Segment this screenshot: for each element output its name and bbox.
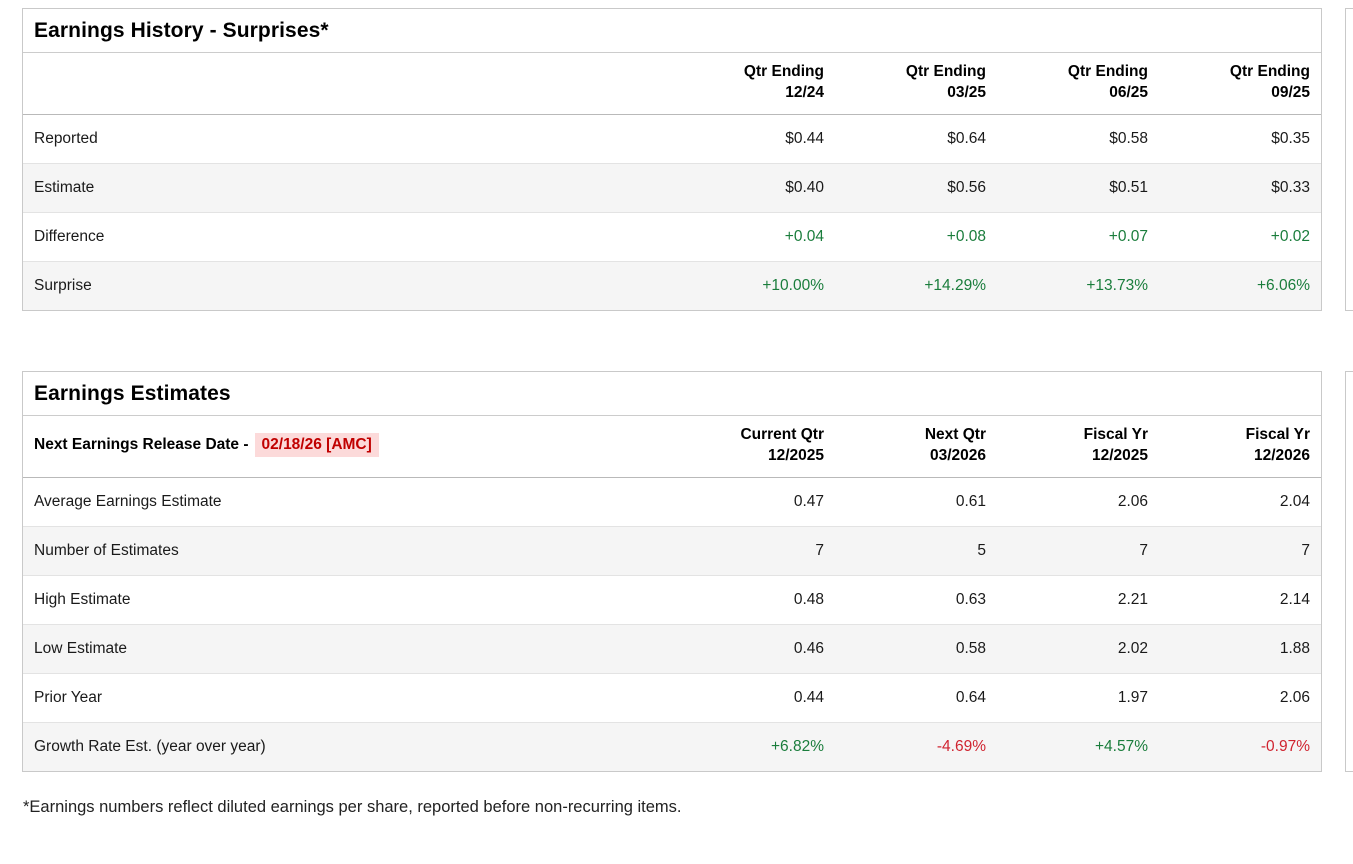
cell-value: 7 [815, 541, 824, 559]
table-row: Reported $0.44 $0.64 $0.58 $0.35 [23, 114, 1321, 163]
row-label: Difference [34, 227, 105, 245]
cell-value: $0.44 [785, 129, 824, 147]
table-row: Average Earnings Estimate 0.47 0.61 2.06 2.0… [23, 477, 1321, 526]
cell-value: 0.48 [793, 590, 824, 608]
cell-value: 0.63 [955, 590, 986, 608]
column-header: Current Qtr 12/2025 [673, 415, 835, 478]
adjacent-panel-edge [1345, 8, 1353, 311]
cell-value: 0.47 [793, 492, 824, 510]
next-earnings-release-cell: Next Earnings Release Date - 02/18/26 [AM… [23, 415, 673, 478]
cell-value: $0.58 [1109, 129, 1148, 147]
earnings-page: Earnings History - Surprises* Qtr Ending… [22, 8, 1353, 816]
row-label: Average Earnings Estimate [34, 492, 222, 510]
row-label: Reported [34, 129, 98, 147]
column-header: Next Qtr 03/2026 [835, 415, 997, 478]
cell-value: $0.56 [947, 178, 986, 196]
next-earnings-release-label: Next Earnings Release Date - [34, 436, 249, 454]
cell-value: 5 [977, 541, 986, 559]
cell-value: +6.06% [1256, 276, 1310, 294]
cell-value: 2.06 [1279, 688, 1310, 706]
earnings-estimates-title: Earnings Estimates [23, 372, 1321, 416]
table-row: Estimate $0.40 $0.56 $0.51 $0.33 [23, 163, 1321, 213]
cell-value: $0.64 [947, 129, 986, 147]
row-label: Low Estimate [34, 639, 128, 657]
row-label: Estimate [34, 178, 95, 196]
earnings-estimates-panel: Earnings Estimates Next Earnings Release… [22, 370, 1322, 772]
table-row: Surprise +10.00% +14.29% +13.73% +6.06% [23, 261, 1321, 310]
cell-value: 0.44 [793, 688, 824, 706]
table-row: Growth Rate Est. (year over year) +6.82% -… [23, 722, 1321, 771]
row-label: High Estimate [34, 590, 131, 608]
cell-value: +0.04 [784, 227, 824, 245]
column-header: Qtr Ending 12/24 [673, 53, 835, 115]
cell-value: +0.02 [1270, 227, 1310, 245]
cell-value: 1.88 [1279, 639, 1310, 657]
table-row: Low Estimate 0.46 0.58 2.02 1.88 [23, 624, 1321, 674]
earnings-estimates-band: Earnings Estimates Next Earnings Release… [22, 370, 1353, 772]
cell-value: -0.97% [1260, 737, 1310, 755]
cell-value: +0.07 [1108, 227, 1148, 245]
table-row: Number of Estimates 7 5 7 7 [23, 526, 1321, 576]
cell-value: 0.46 [793, 639, 824, 657]
column-header: Qtr Ending 09/25 [1159, 53, 1321, 115]
row-label: Surprise [34, 276, 92, 294]
cell-value: 2.02 [1117, 639, 1148, 657]
cell-value: +6.82% [770, 737, 824, 755]
cell-value: +13.73% [1086, 276, 1148, 294]
column-header: Fiscal Yr 12/2025 [997, 415, 1159, 478]
cell-value: 0.58 [955, 639, 986, 657]
earnings-history-panel: Earnings History - Surprises* Qtr Ending… [22, 8, 1322, 311]
column-header: Qtr Ending 03/25 [835, 53, 997, 115]
adjacent-panel-edge [1345, 370, 1353, 772]
cell-value: 1.97 [1117, 688, 1148, 706]
earnings-estimates-table: Next Earnings Release Date - 02/18/26 [AM… [23, 415, 1321, 771]
cell-value: 0.61 [955, 492, 986, 510]
cell-value: 7 [1301, 541, 1310, 559]
cell-value: +14.29% [924, 276, 986, 294]
cell-value: $0.35 [1271, 129, 1310, 147]
cell-value: 2.14 [1279, 590, 1310, 608]
earnings-history-table: Qtr Ending 12/24 Qtr Ending 03/25 Qtr Ending… [23, 53, 1321, 310]
next-earnings-release-date-highlight: 02/18/26 [AMC] [254, 433, 379, 458]
earnings-estimates-header-row: Next Earnings Release Date - 02/18/26 [AM… [23, 415, 1321, 478]
cell-value: -4.69% [936, 737, 986, 755]
table-row: Prior Year 0.44 0.64 1.97 2.06 [23, 673, 1321, 722]
table-row: High Estimate 0.48 0.63 2.21 2.14 [23, 575, 1321, 624]
row-label: Number of Estimates [34, 541, 179, 559]
earnings-history-title: Earnings History - Surprises* [23, 9, 1321, 53]
cell-value: 0.64 [955, 688, 986, 706]
cell-value: 7 [1139, 541, 1148, 559]
cell-value: +10.00% [762, 276, 824, 294]
column-header: Fiscal Yr 12/2026 [1159, 415, 1321, 478]
cell-value: $0.40 [785, 178, 824, 196]
cell-value: 2.04 [1279, 492, 1310, 510]
row-label: Prior Year [34, 688, 103, 706]
earnings-history-header-row: Qtr Ending 12/24 Qtr Ending 03/25 Qtr Ending… [23, 53, 1321, 115]
cell-value: +0.08 [946, 227, 986, 245]
cell-value: 2.06 [1117, 492, 1148, 510]
row-label: Growth Rate Est. (year over year) [34, 737, 266, 755]
earnings-footnote: *Earnings numbers reflect diluted earnin… [23, 797, 682, 816]
earnings-history-band: Earnings History - Surprises* Qtr Ending… [22, 8, 1353, 311]
cell-value: $0.51 [1109, 178, 1148, 196]
table-row: Difference +0.04 +0.08 +0.07 +0.02 [23, 212, 1321, 261]
column-header: Qtr Ending 06/25 [997, 53, 1159, 115]
cell-value: 2.21 [1117, 590, 1148, 608]
cell-value: $0.33 [1271, 178, 1310, 196]
cell-value: +4.57% [1094, 737, 1148, 755]
header-empty-cell [23, 53, 673, 115]
